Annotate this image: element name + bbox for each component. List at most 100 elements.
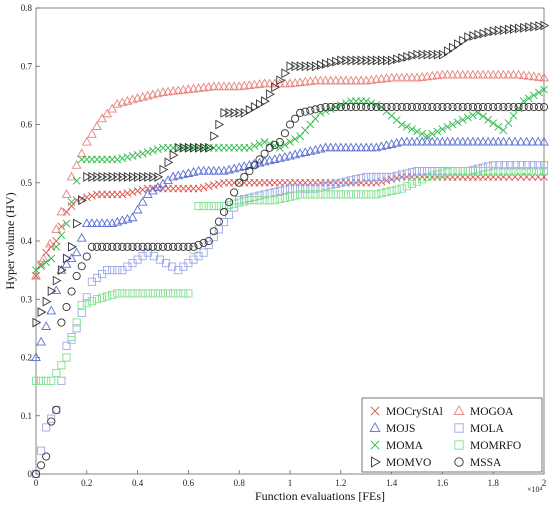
data-point-mogoa [244, 80, 255, 89]
data-point-mssa [484, 102, 493, 112]
data-point-momrfo [367, 190, 376, 199]
data-point-momvo [408, 50, 418, 61]
data-point-momrfo [397, 184, 406, 193]
data-point-mogoa [361, 75, 372, 85]
data-point-mocrystal [138, 185, 147, 194]
data-point-moma [148, 146, 157, 155]
data-point-mojs [198, 165, 209, 175]
data-point-momrfo [357, 190, 366, 199]
data-point-momrfo [275, 195, 284, 204]
data-point-momrfo [31, 376, 41, 385]
data-point-momvo [388, 55, 397, 66]
data-point-moma [392, 116, 401, 125]
data-point-mssa [509, 102, 518, 112]
data-point-mssa [499, 102, 508, 112]
x-tick-label: 0.4 [132, 478, 144, 488]
data-point-mogoa [56, 206, 67, 216]
data-point-momvo [215, 119, 225, 130]
data-point-momrfo [326, 190, 335, 199]
data-point-mojs [412, 136, 422, 146]
data-point-mssa [214, 217, 223, 226]
data-point-momrfo [204, 201, 213, 211]
data-point-momvo [139, 172, 148, 182]
data-point-mola [412, 167, 422, 176]
data-point-momrfo [265, 196, 274, 205]
data-point-mola [539, 161, 549, 170]
legend-marker-momrfo [454, 440, 464, 450]
data-point-moma [540, 85, 548, 94]
data-point-mojs [478, 136, 488, 146]
data-point-mola [209, 233, 218, 242]
data-point-momvo [195, 142, 204, 153]
data-point-mogoa [61, 189, 72, 198]
y-axis-label: Hyper volume (HV) [3, 192, 17, 289]
data-point-mssa [108, 242, 117, 251]
data-point-momrfo [260, 196, 269, 205]
data-point-mssa [336, 102, 345, 112]
x-tick-label: 0.6 [183, 478, 195, 488]
data-point-momrfo [529, 167, 538, 176]
data-point-momrfo [306, 190, 315, 199]
data-point-momrfo [153, 289, 162, 298]
data-point-momrfo [362, 190, 371, 199]
data-point-mojs [504, 136, 515, 146]
data-point-momvo [306, 61, 316, 72]
data-point-moma [474, 108, 482, 117]
data-point-moma [372, 101, 381, 110]
data-point-moma [37, 262, 45, 271]
data-point-mssa [397, 102, 406, 112]
data-point-momrfo [82, 299, 91, 308]
data-point-mogoa [528, 71, 539, 81]
data-point-mssa [504, 102, 513, 112]
data-point-mola [113, 266, 122, 275]
data-point-mojs [76, 232, 87, 242]
data-point-mola [418, 167, 427, 176]
data-point-momrfo [148, 289, 157, 298]
data-point-momvo [73, 218, 82, 229]
data-point-moma [143, 148, 152, 157]
data-point-momrfo [291, 191, 300, 200]
data-point-momrfo [158, 289, 168, 298]
data-point-momrfo [87, 297, 96, 306]
data-point-momrfo [108, 290, 117, 299]
data-point-mogoa [498, 69, 509, 79]
x-tick-label: 1.8 [488, 478, 500, 488]
data-point-mogoa [396, 72, 407, 82]
data-point-mojs [340, 142, 351, 152]
data-point-momvo [98, 172, 108, 182]
y-tick-label: 0.2 [21, 353, 32, 363]
data-point-momvo [103, 172, 113, 182]
data-point-mssa [539, 102, 549, 112]
data-point-mogoa [51, 224, 62, 233]
data-point-moma [133, 150, 142, 159]
series-mogoa [31, 69, 549, 280]
data-point-moma [138, 149, 147, 158]
data-point-mogoa [86, 128, 97, 138]
data-point-mogoa [31, 270, 41, 280]
data-point-mssa [224, 198, 234, 207]
data-point-mojs [41, 321, 52, 330]
data-point-mogoa [239, 80, 250, 90]
data-point-mojs [527, 136, 538, 146]
data-point-momvo [347, 55, 357, 66]
data-point-moma [113, 155, 122, 164]
data-point-mssa [311, 105, 320, 114]
data-point-mogoa [208, 81, 219, 91]
data-point-mogoa [488, 69, 499, 79]
data-point-moma [250, 141, 259, 150]
data-point-moma [484, 115, 493, 124]
data-point-mogoa [351, 75, 361, 85]
data-point-mogoa [38, 253, 49, 262]
data-point-mssa [235, 178, 244, 187]
data-point-momvo [520, 22, 529, 33]
x-axis-label: Function evaluations [FEs] [255, 489, 385, 503]
data-point-mssa [473, 102, 483, 112]
data-point-mogoa [213, 81, 224, 91]
data-point-mssa [42, 452, 51, 461]
data-point-mola [517, 161, 526, 170]
data-point-mola [224, 210, 234, 219]
data-point-mssa [113, 242, 122, 251]
data-point-mola [407, 168, 416, 177]
data-point-momrfo [113, 289, 122, 298]
data-point-mssa [77, 262, 86, 271]
